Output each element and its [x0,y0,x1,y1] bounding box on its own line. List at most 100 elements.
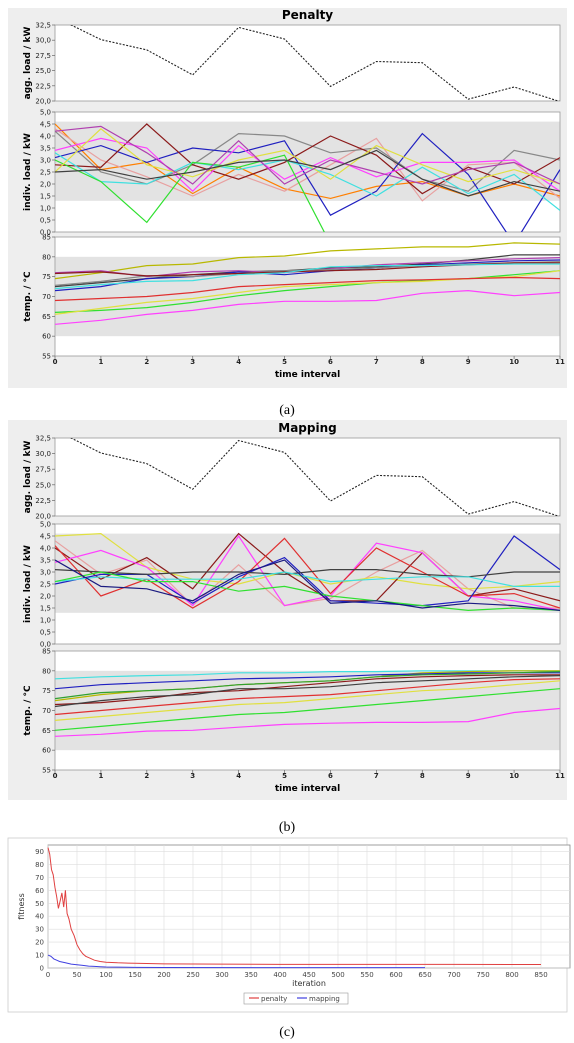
x-tick-label: 600 [389,971,402,979]
x-tick-label: 200 [157,971,170,979]
y-tick-label: 1,0 [40,205,51,213]
y-tick-label: 70 [42,707,51,715]
y-tick-label: 30,0 [35,450,51,458]
y-tick-label: 27,5 [35,52,51,60]
y-tick-label: 65 [42,727,51,735]
series-line-6 [55,263,560,290]
x-tick-label: 3 [190,358,195,366]
x-tick-label: 8 [420,772,425,780]
chart-title: Mapping [278,421,336,435]
series-line-4 [55,123,560,195]
series-line-0 [69,25,560,101]
x-tick-label: 4 [236,358,241,366]
y-tick-label: 55 [42,353,51,361]
series-line-0 [55,242,560,280]
panel-c-fitness: 0 10 20 30 40 50 60 70 80 90 0 50 100 150 200 250 300 350… [7,837,571,1013]
x-tick-label: 5 [282,358,287,366]
series-line-9 [55,276,560,302]
y-axis-label: agg. load / kW [23,441,33,514]
y-tick-label: 2,5 [40,169,51,177]
y-axis-label: fitness [17,893,26,920]
series-line-2 [55,672,560,690]
x-tick-label: 300 [215,971,228,979]
y-tick-label: 75 [42,687,51,695]
series-line-0 [55,670,560,680]
y-tick-label: 20,0 [35,513,51,521]
series-line-3 [55,534,560,611]
y-tick-label: 0 [40,965,44,973]
series-line-2 [55,130,560,192]
y-tick-label: 22,5 [35,497,51,505]
series-line-7 [55,154,325,232]
y-tick-label: 60 [42,747,51,755]
caption-c: (c) [279,1025,295,1040]
x-tick-label: 250 [186,971,199,979]
x-tick-label: 6 [328,358,333,366]
y-axis-label: indiv. load / kW [23,133,33,211]
y-axis-label: temp. / °C [23,685,33,736]
series-line-8 [55,688,560,731]
series-line-10 [55,289,560,325]
x-tick-label: 850 [534,971,547,979]
caption-b: (b) [279,820,296,835]
x-tick-label: 650 [418,971,431,979]
y-tick-label: 20 [35,939,44,947]
y-axis-label: temp. / °C [23,271,33,322]
chart-title: Penalty [282,8,333,22]
y-tick-label: 25,0 [35,481,51,489]
x-tick-label: 9 [466,358,471,366]
series-line-2 [55,532,560,602]
series-line-penalty [47,847,542,965]
y-tick-label: 55 [42,767,51,775]
x-tick-label: 400 [273,971,286,979]
x-tick-label: 50 [73,971,82,979]
series-line-9 [55,559,560,611]
x-tick-label: 800 [505,971,518,979]
y-tick-label: 20,0 [35,98,51,106]
x-tick-label: 11 [555,358,565,366]
y-tick-label: 1,0 [40,617,51,625]
legend-label-penalty: penalty [261,995,287,1003]
plot-area [54,24,561,102]
series-line-9 [55,707,560,737]
x-tick-label: 700 [447,971,460,979]
y-tick-label: 3,0 [40,569,51,577]
series-line-3 [55,259,560,292]
legend-label-mapping: mapping [309,995,340,1003]
x-axis-label: time interval [275,370,340,380]
series-line-8 [55,571,560,612]
y-tick-label: 1,5 [40,605,51,613]
series-line-4 [55,674,560,706]
y-tick-label: 75 [42,273,51,281]
y-tick-label: 70 [42,293,51,301]
y-tick-label: 27,5 [35,466,51,474]
x-tick-label: 3 [190,772,195,780]
y-tick-label: 3,5 [40,145,51,153]
subplot-2: 55 60 65 70 75 80 85 temp. / °C [23,648,561,775]
y-tick-label: 60 [35,887,44,895]
series-line-mapping [47,954,425,969]
series-line-5 [55,675,560,708]
series-line-6 [55,569,560,578]
y-tick-label: 3,0 [40,157,51,165]
x-tick-label: 10 [509,772,519,780]
x-tick-label: 450 [302,971,315,979]
y-axis-label: indiv. load / kW [23,545,33,623]
y-tick-label: 5,0 [40,109,51,117]
series-line-5 [55,137,560,193]
x-tick-label: 1 [98,772,103,780]
x-tick-label: 11 [555,772,565,780]
series-line-7 [55,680,560,721]
x-tick-label: 8 [420,358,425,366]
x-tick-label: 4 [236,772,241,780]
y-tick-label: 40 [35,913,44,921]
x-tick-label: 0 [53,772,58,780]
x-tick-label: 150 [128,971,141,979]
x-tick-label: 1 [98,358,103,366]
y-axis-label: agg. load / kW [23,27,33,100]
legend-box [243,992,349,1005]
x-tick-label: 10 [509,358,519,366]
y-tick-label: 30,0 [35,37,51,45]
